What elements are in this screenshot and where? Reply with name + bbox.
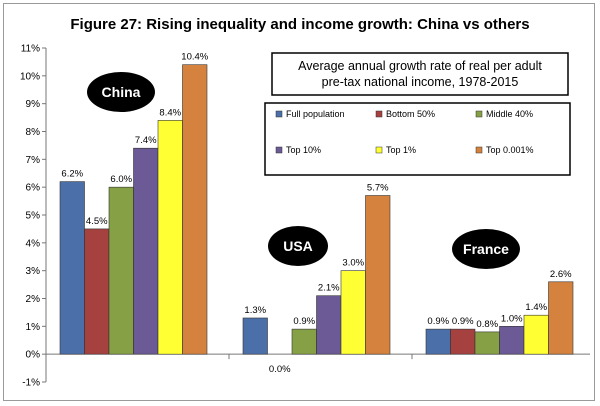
data-label: 0.9% [293, 316, 315, 327]
y-tick-label: 10% [20, 71, 40, 82]
y-tick-label: 4% [26, 238, 41, 249]
legend-item-label: Top 10% [286, 145, 321, 155]
chart-frame: Figure 27: Rising inequality and income … [3, 3, 595, 401]
data-label: 4.5% [86, 216, 108, 227]
bar [523, 314, 549, 355]
bar [316, 295, 342, 355]
legend-item-label: Middle 40% [486, 109, 533, 119]
y-tick-label: 11% [21, 44, 40, 55]
data-label: 1.0% [501, 313, 523, 324]
subtitle-border [271, 52, 569, 96]
bar [291, 328, 317, 355]
country-oval [452, 229, 520, 269]
y-tick-label: 0% [26, 350, 41, 361]
bars [59, 64, 574, 355]
country-label: USA [283, 238, 313, 254]
bar [548, 281, 574, 355]
bar [340, 270, 366, 355]
y-tick-label: 2% [26, 294, 41, 305]
bar [108, 186, 134, 355]
country-label: France [463, 241, 509, 257]
bar [425, 328, 451, 355]
legend-swatch [275, 146, 283, 154]
data-label: 6.2% [61, 169, 83, 180]
y-tick-label: 6% [26, 183, 41, 194]
legend-swatch [375, 110, 383, 118]
data-label: 1.3% [244, 305, 266, 316]
bar [242, 317, 268, 355]
y-tick-label: 3% [26, 266, 41, 277]
data-label: 0.9% [427, 316, 449, 327]
country-ovals: China USA France [87, 72, 520, 269]
data-label: 0.8% [476, 319, 498, 330]
y-tick-label: -1% [22, 378, 40, 389]
legend-swatch [475, 110, 483, 118]
data-label: 6.0% [110, 174, 132, 185]
data-label: 8.4% [159, 107, 181, 118]
bar [182, 64, 208, 355]
data-label: 5.7% [367, 183, 389, 194]
y-tick-label: 5% [26, 211, 41, 222]
bar [84, 228, 110, 355]
data-label: 2.6% [550, 269, 572, 280]
data-label: 3.0% [342, 258, 364, 269]
data-label: 1.4% [525, 302, 547, 313]
country-oval [87, 72, 155, 112]
chart: Figure 27: Rising inequality and income … [20, 16, 590, 389]
bar [133, 147, 159, 355]
legend-swatch [375, 146, 383, 154]
legend-item-label: Top 0.001% [486, 145, 534, 155]
data-label: 0.0% [269, 364, 291, 375]
y-tick-label: 7% [26, 155, 41, 166]
y-tick-label: 8% [26, 127, 41, 138]
data-label: 0.9% [452, 316, 474, 327]
legend-swatch [475, 146, 483, 154]
legend-item-label: Full population [286, 109, 345, 119]
y-tick-label: 9% [26, 99, 41, 110]
bar [365, 195, 391, 355]
legend-border [264, 102, 571, 176]
bar [59, 181, 85, 355]
legend-item-label: Bottom 50% [386, 109, 435, 119]
data-label: 2.1% [318, 283, 340, 294]
chart-title: Figure 27: Rising inequality and income … [70, 16, 529, 33]
country-oval [268, 226, 328, 266]
subtitle-line2: pre-tax national income, 1978-2015 [322, 75, 519, 89]
legend: Full population Bottom 50% Middle 40% Top 1… [264, 102, 571, 176]
data-label: 10.4% [181, 52, 208, 63]
data-label: 7.4% [135, 135, 157, 146]
country-label: China [102, 84, 141, 100]
y-tick-label: 1% [26, 322, 41, 333]
legend-item-label: Top 1% [386, 145, 416, 155]
bar [499, 326, 525, 355]
bar [474, 331, 500, 355]
subtitle-box: Average annual growth rate of real per a… [271, 52, 569, 96]
legend-swatch [275, 110, 283, 118]
data-labels: 6.2%1.3%0.9%4.5%0.0%0.9%6.0%0.9% 0.8%7.4%… [61, 52, 572, 375]
subtitle-line1: Average annual growth rate of real per a… [298, 59, 542, 73]
bar [450, 328, 476, 355]
bar [157, 120, 183, 355]
